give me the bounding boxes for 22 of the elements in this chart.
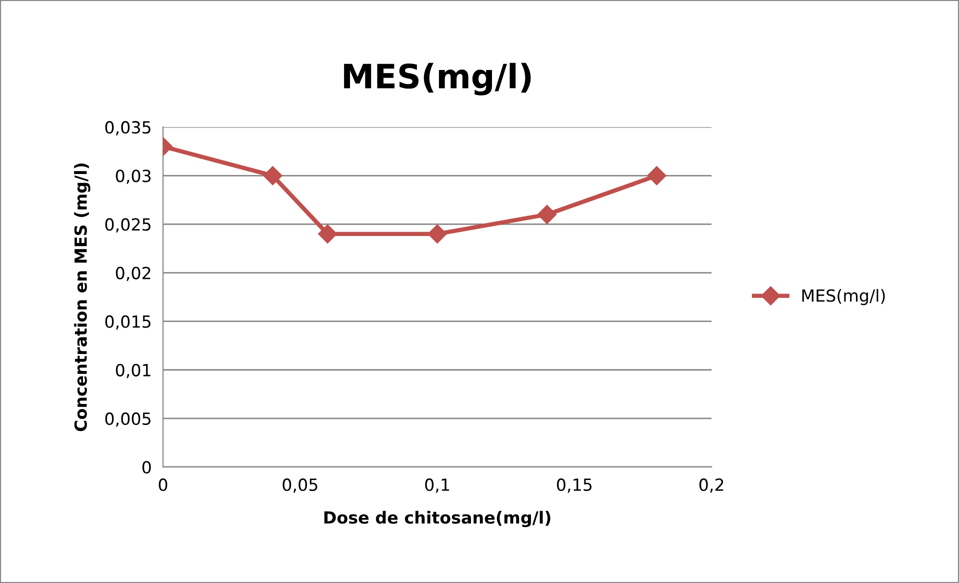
point xyxy=(537,204,557,224)
x-tick-label: 0,15 xyxy=(556,478,592,493)
y-tick-label: 0,01 xyxy=(116,364,150,378)
y-tick-label: 0 xyxy=(142,460,151,474)
x-tick-label: 0 xyxy=(158,478,168,491)
y-tick-label: 0,02 xyxy=(116,266,150,282)
chart-title: MES(mg/l) xyxy=(344,62,531,96)
point xyxy=(647,166,666,186)
y-tick-label: 0,015 xyxy=(105,315,150,330)
y-axis-title: Concentration en MES (mg/l) xyxy=(74,164,90,432)
y-tick-label: 0,005 xyxy=(105,412,150,427)
x-tick-label: 0,05 xyxy=(282,478,318,493)
point xyxy=(428,224,447,244)
point xyxy=(318,224,338,244)
y-tick-label: 0,035 xyxy=(105,121,150,136)
y-tick-label: 0,025 xyxy=(105,218,150,232)
legend-label: MES(mg/l) xyxy=(802,288,885,306)
x-tick-label: 0,1 xyxy=(425,478,450,493)
x-axis-title: Dose de chitosane(mg/l) xyxy=(324,510,550,528)
y-tick-label: 0,03 xyxy=(116,170,151,184)
x-tick-label: 0,2 xyxy=(699,478,724,493)
point xyxy=(263,166,282,186)
